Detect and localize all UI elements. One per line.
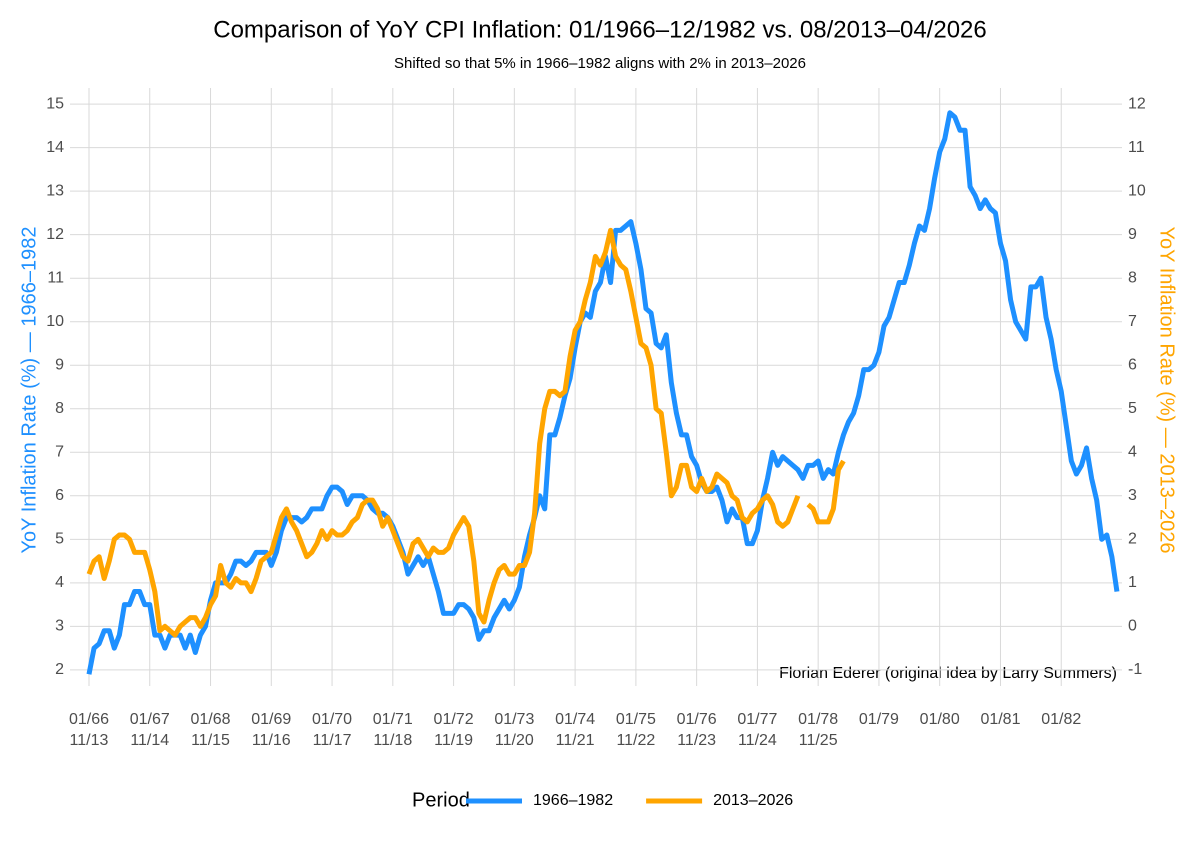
y2-tick-label: 4	[1128, 444, 1137, 461]
y2-tick-label: 11	[1128, 139, 1145, 156]
y-tick-label: 4	[55, 574, 64, 591]
y-tick-label: 3	[55, 618, 64, 635]
x-tick-label: 01/75	[616, 711, 656, 728]
y2-axis-label: YoY Inflation Rate (%) — 2013–2026	[1156, 227, 1178, 554]
x-tick-label-secondary: 11/22	[616, 732, 655, 749]
y-tick-label: 2	[55, 661, 64, 678]
legend-title: Period	[412, 789, 470, 811]
x-tick-label-secondary: 11/16	[252, 732, 291, 749]
x-tick-label: 01/72	[434, 711, 474, 728]
y-tick-label: 12	[46, 226, 64, 243]
x-tick-label-secondary: 11/18	[373, 732, 412, 749]
y-axis-label: YoY Inflation Rate (%) — 1966–1982	[18, 227, 40, 554]
y-tick-label: 14	[46, 139, 64, 156]
lines	[86, 110, 1120, 675]
y2-tick-label: -1	[1128, 661, 1142, 678]
chart-title: Comparison of YoY CPI Inflation: 01/1966…	[213, 16, 986, 43]
y-tick-label: 6	[55, 487, 64, 504]
y-tick-label: 10	[46, 313, 64, 330]
x-tick-label: 01/70	[312, 711, 352, 728]
x-tick-label-secondary: 11/25	[799, 732, 838, 749]
legend-label: 2013–2026	[713, 792, 793, 809]
y-tick-label: 11	[47, 269, 64, 286]
x-tick-label: 01/67	[130, 711, 170, 728]
y-tick-label: 13	[46, 182, 64, 199]
y-tick-label: 9	[55, 356, 64, 373]
y2-tick-label: 6	[1128, 356, 1137, 373]
x-tick-label: 01/69	[251, 711, 291, 728]
x-tick-label-secondary: 11/20	[495, 732, 534, 749]
x-tick-label: 01/68	[190, 711, 230, 728]
y-tick-label: 7	[55, 444, 64, 461]
x-tick-label: 01/74	[555, 711, 595, 728]
legend-label: 1966–1982	[533, 792, 613, 809]
x-tick-label-secondary: 11/24	[738, 732, 777, 749]
chart-subtitle: Shifted so that 5% in 1966–1982 aligns w…	[394, 55, 806, 72]
x-tick-label: 01/73	[494, 711, 534, 728]
series-line	[86, 110, 1120, 675]
x-tick-label-secondary: 11/15	[191, 732, 230, 749]
x-tick-label: 01/77	[737, 711, 777, 728]
x-tick-label-secondary: 11/23	[677, 732, 716, 749]
x-tick-label-secondary: 11/21	[556, 732, 595, 749]
x-tick-label: 01/78	[798, 711, 838, 728]
y2-tick-label: 8	[1128, 269, 1137, 286]
x-tick-label-secondary: 11/14	[130, 732, 169, 749]
y-tick-label: 15	[46, 95, 64, 112]
y2-tick-label: 9	[1128, 226, 1137, 243]
x-tick-label: 01/82	[1041, 711, 1081, 728]
x-tick-label: 01/81	[980, 711, 1020, 728]
x-tick-label: 01/76	[677, 711, 717, 728]
y-tick-label: 8	[55, 400, 64, 417]
y2-tick-label: 1	[1128, 574, 1137, 591]
y2-tick-label: 2	[1128, 531, 1137, 548]
grid: 23456789101112131415-1012345678910111201…	[46, 88, 1146, 749]
x-tick-label: 01/79	[859, 711, 899, 728]
y2-tick-label: 5	[1128, 400, 1137, 417]
y2-tick-label: 7	[1128, 313, 1137, 330]
x-tick-label: 01/66	[69, 711, 109, 728]
x-tick-label-secondary: 11/17	[313, 732, 352, 749]
x-tick-label: 01/80	[920, 711, 960, 728]
legend: Period 1966–1982 2013–2026	[412, 789, 793, 811]
series-line	[86, 227, 846, 638]
x-tick-label-secondary: 11/13	[70, 732, 109, 749]
y2-tick-label: 12	[1128, 95, 1146, 112]
annotation: Florian Ederer (original idea by Larry S…	[779, 665, 1117, 682]
x-tick-label: 01/71	[373, 711, 413, 728]
y2-tick-label: 10	[1128, 182, 1146, 199]
y2-tick-label: 0	[1128, 618, 1137, 635]
y2-tick-label: 3	[1128, 487, 1137, 504]
y-tick-label: 5	[55, 531, 64, 548]
x-tick-label-secondary: 11/19	[434, 732, 473, 749]
